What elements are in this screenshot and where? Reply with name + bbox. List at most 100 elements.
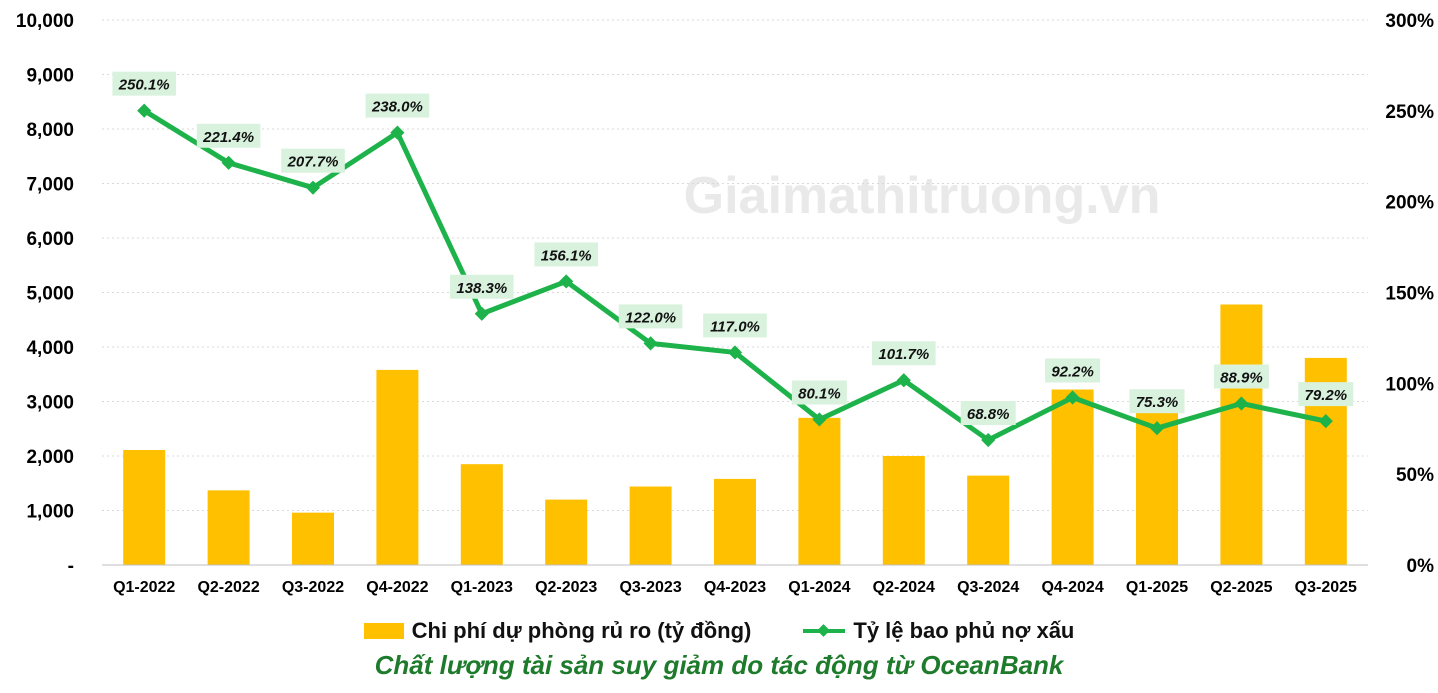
data-label-bg <box>1045 358 1101 383</box>
coverage-chart: Giaimathitruong.vn 250.1% 221.4% 207.7% 238… <box>16 11 1435 596</box>
data-label-bg <box>534 242 598 267</box>
bar <box>376 369 419 565</box>
x-tick-label: Q4-2023 <box>704 579 766 596</box>
line-point <box>474 306 489 321</box>
data-label: 122.0% <box>625 309 676 326</box>
data-label: 207.7% <box>287 154 339 171</box>
left-tick-label: 7,000 <box>26 175 74 196</box>
data-label: 250.1% <box>118 77 170 94</box>
left-tick-label: 1,000 <box>26 502 74 523</box>
line-point <box>727 345 743 360</box>
line-point <box>1234 396 1249 411</box>
left-tick-label: 8,000 <box>26 120 74 141</box>
right-tick-label: 0% <box>1407 556 1435 577</box>
x-tick-label: Q3-2022 <box>282 579 344 596</box>
x-tick-label: Q3-2024 <box>957 579 1019 596</box>
legend-item-line: Tỷ lệ bao phủ nợ xấu <box>803 618 1074 644</box>
right-tick-label: 150% <box>1385 284 1434 305</box>
data-label-bg <box>1213 364 1269 389</box>
left-tick-label: 9,000 <box>26 66 74 87</box>
bar <box>629 486 672 565</box>
data-label-bg <box>450 274 514 299</box>
x-tick-label: Q1-2025 <box>1126 579 1188 596</box>
data-label: 221.4% <box>202 129 254 146</box>
x-tick-label: Q2-2024 <box>873 579 935 596</box>
line-point <box>896 373 911 388</box>
right-tick-label: 250% <box>1385 102 1434 123</box>
left-tick-label: 10,000 <box>16 11 74 32</box>
legend-item-bar: Chi phí dự phòng rủ ro (tỷ đồng) <box>363 618 752 644</box>
legend: Chi phí dự phòng rủ ro (tỷ đồng) Tỷ lệ b… <box>0 616 1438 646</box>
data-label: 80.1% <box>798 385 841 402</box>
x-tick-label: Q3-2025 <box>1295 579 1357 596</box>
data-label-bg <box>872 341 936 366</box>
bar <box>798 417 841 565</box>
bar <box>123 450 166 565</box>
left-tick-label: 4,000 <box>26 338 74 359</box>
x-tick-label: Q1-2024 <box>788 579 850 596</box>
data-label: 92.2% <box>1051 364 1094 381</box>
right-tick-label: 50% <box>1396 465 1434 486</box>
data-label-bg <box>196 123 261 148</box>
x-tick-label: Q3-2023 <box>619 579 681 596</box>
data-label: 138.3% <box>456 280 507 297</box>
data-label-bg <box>618 304 683 329</box>
bar <box>207 490 250 565</box>
data-label: 156.1% <box>541 247 592 264</box>
line-point <box>305 180 321 195</box>
bar <box>1220 304 1263 565</box>
x-tick-label: Q2-2023 <box>535 579 597 596</box>
line-point <box>643 336 658 351</box>
line-point <box>221 155 236 170</box>
x-tick-label: Q2-2022 <box>197 579 259 596</box>
right-tick-label: 200% <box>1385 193 1434 214</box>
chart-caption: Chất lượng tài sản suy giảm do tác động … <box>374 650 1064 680</box>
data-label-bg <box>960 401 1016 426</box>
bar <box>882 456 925 565</box>
watermark: Giaimathitruong.vn <box>684 167 1161 225</box>
line-point <box>1149 421 1165 436</box>
data-label: 101.7% <box>878 346 929 363</box>
line-point <box>559 274 574 289</box>
x-tick-label: Q1-2023 <box>451 579 513 596</box>
line-point <box>981 432 996 448</box>
line-point <box>390 125 405 140</box>
data-label-bg <box>1298 382 1354 407</box>
left-tick-label: 2,000 <box>26 447 74 468</box>
x-tick-label: Q4-2022 <box>366 579 428 596</box>
data-label: 75.3% <box>1136 394 1179 411</box>
data-label: 117.0% <box>710 318 760 335</box>
bar <box>714 478 756 565</box>
bar <box>967 475 1010 565</box>
x-tick-label: Q4-2024 <box>1041 579 1103 596</box>
bar <box>1051 389 1094 565</box>
line-point <box>812 412 827 427</box>
line-point <box>1065 390 1080 405</box>
x-tick-label: Q1-2022 <box>113 579 175 596</box>
data-label: 68.8% <box>967 406 1010 423</box>
data-label: 88.9% <box>1220 369 1263 386</box>
left-tick-label: 6,000 <box>26 229 74 250</box>
data-label: 79.2% <box>1305 387 1348 404</box>
data-label-bg <box>112 71 176 96</box>
data-label-bg <box>791 380 847 405</box>
legend-bar-label: Chi phí dự phòng rủ ro (tỷ đồng) <box>411 618 752 643</box>
legend-line-swatch <box>803 623 846 639</box>
x-tick-label: Q2-2025 <box>1210 579 1272 596</box>
bar <box>292 512 334 565</box>
left-tick-label: - <box>68 556 74 577</box>
left-tick-label: 3,000 <box>26 393 74 414</box>
legend-bar-swatch <box>363 623 404 639</box>
bar <box>545 499 588 565</box>
data-label-bg <box>1129 389 1185 414</box>
data-label-bg <box>281 148 345 173</box>
right-tick-label: 100% <box>1385 374 1434 395</box>
data-label-bg <box>365 93 430 118</box>
left-tick-label: 5,000 <box>26 284 74 305</box>
data-label: 238.0% <box>371 99 423 116</box>
data-label-bg <box>703 313 767 338</box>
bar <box>460 464 503 565</box>
legend-line-label: Tỷ lệ bao phủ nợ xấu <box>853 618 1075 643</box>
right-tick-label: 300% <box>1385 11 1434 32</box>
line-point <box>1318 414 1333 429</box>
